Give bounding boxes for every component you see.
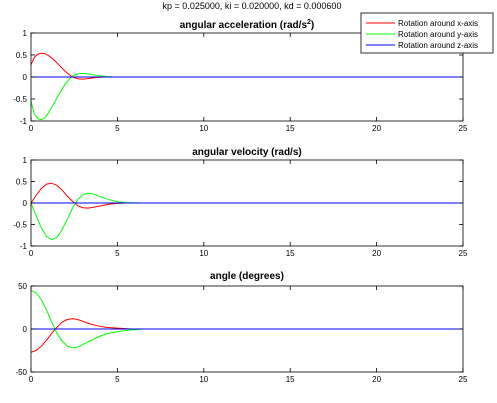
y-tick-label: -0.5 (13, 221, 27, 230)
y-tick-label: -1 (20, 242, 28, 251)
x-tick-label: 0 (29, 124, 34, 133)
series-line-y (31, 72, 463, 121)
x-tick-label: 0 (29, 375, 34, 384)
subplot-title-angle: angle (degrees) (210, 271, 284, 282)
x-tick-label: 15 (286, 124, 295, 133)
y-tick-label: 0 (23, 199, 28, 208)
y-tick-label: -50 (15, 368, 27, 377)
x-tick-label: 5 (115, 249, 120, 258)
y-tick-label: -1 (20, 117, 28, 126)
x-tick-label: 20 (372, 375, 381, 384)
x-tick-label: 10 (199, 249, 208, 258)
series-line-x (31, 318, 463, 353)
series-line-x (31, 182, 463, 209)
x-tick-label: 5 (115, 124, 120, 133)
subplot-angular-velocity: angular velocity (rad/s) 0 5 10 15 20 25 1 0.5 0… (13, 147, 468, 258)
legend-entry-z: Rotation around z-axis (398, 41, 478, 50)
x-tick-label: 25 (459, 249, 468, 258)
y-tick-label: 0 (23, 73, 28, 82)
subplot-title-angular-acceleration: angular acceleration (rad/s2) (180, 19, 315, 31)
y-tick-label: 1 (23, 156, 28, 165)
x-tick-label: 20 (372, 124, 381, 133)
x-tick-label: 0 (29, 249, 34, 258)
y-tick-label: 0.5 (16, 51, 28, 60)
series-line-y (31, 192, 463, 241)
subplot-angular-acceleration: angular acceleration (rad/s2) 0 5 10 15 20 25… (13, 19, 468, 133)
subplot-title-angular-velocity: angular velocity (rad/s) (192, 147, 301, 158)
x-tick-label: 25 (459, 375, 468, 384)
x-tick-label: 20 (372, 249, 381, 258)
x-tick-label: 25 (459, 124, 468, 133)
title-end: ) (311, 20, 314, 31)
series-line-y (31, 289, 463, 349)
y-tick-label: -0.5 (13, 95, 27, 104)
y-tick-label: 1 (23, 29, 28, 38)
x-tick-label: 10 (199, 375, 208, 384)
y-tick-label: 0 (23, 325, 28, 334)
x-tick-label: 15 (286, 249, 295, 258)
x-tick-label: 5 (115, 375, 120, 384)
legend-entry-y: Rotation around y-axis (398, 30, 478, 39)
legend: Rotation around x-axis Rotation around y… (360, 12, 494, 54)
legend-box (360, 12, 494, 54)
y-tick-label: 0.5 (16, 178, 28, 187)
legend-entry-x: Rotation around x-axis (398, 19, 478, 28)
title-superscript: 2 (307, 19, 311, 26)
figure-suptitle: kp = 0.025000, ki = 0.020000, kd = 0.000… (163, 1, 342, 11)
title-main: angular acceleration (rad/s (180, 20, 308, 31)
x-tick-label: 15 (286, 375, 295, 384)
x-tick-label: 10 (199, 124, 208, 133)
y-tick-label: 50 (18, 282, 27, 291)
